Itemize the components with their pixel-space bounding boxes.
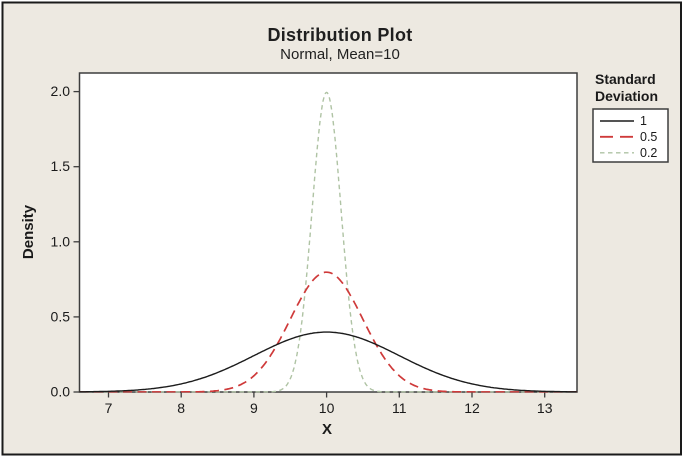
svg-text:13: 13 xyxy=(537,400,553,416)
svg-text:1: 1 xyxy=(640,114,647,128)
svg-text:0.5: 0.5 xyxy=(51,308,71,324)
svg-text:12: 12 xyxy=(464,400,480,416)
svg-text:Deviation: Deviation xyxy=(595,88,658,104)
svg-text:7: 7 xyxy=(105,400,113,416)
svg-text:0.0: 0.0 xyxy=(51,384,71,400)
svg-text:2.0: 2.0 xyxy=(51,83,71,99)
svg-text:X: X xyxy=(322,421,332,438)
svg-text:10: 10 xyxy=(319,400,335,416)
svg-text:Density: Density xyxy=(20,204,37,259)
svg-text:1.0: 1.0 xyxy=(51,233,71,249)
svg-text:1.5: 1.5 xyxy=(51,158,71,174)
svg-text:11: 11 xyxy=(392,400,407,416)
svg-text:Normal, Mean=10: Normal, Mean=10 xyxy=(280,46,400,63)
svg-text:0.2: 0.2 xyxy=(640,146,657,160)
svg-text:Standard: Standard xyxy=(595,71,656,87)
svg-text:8: 8 xyxy=(177,400,185,416)
svg-text:0.5: 0.5 xyxy=(640,130,657,144)
svg-text:Distribution Plot: Distribution Plot xyxy=(267,25,412,45)
svg-text:9: 9 xyxy=(250,400,258,416)
